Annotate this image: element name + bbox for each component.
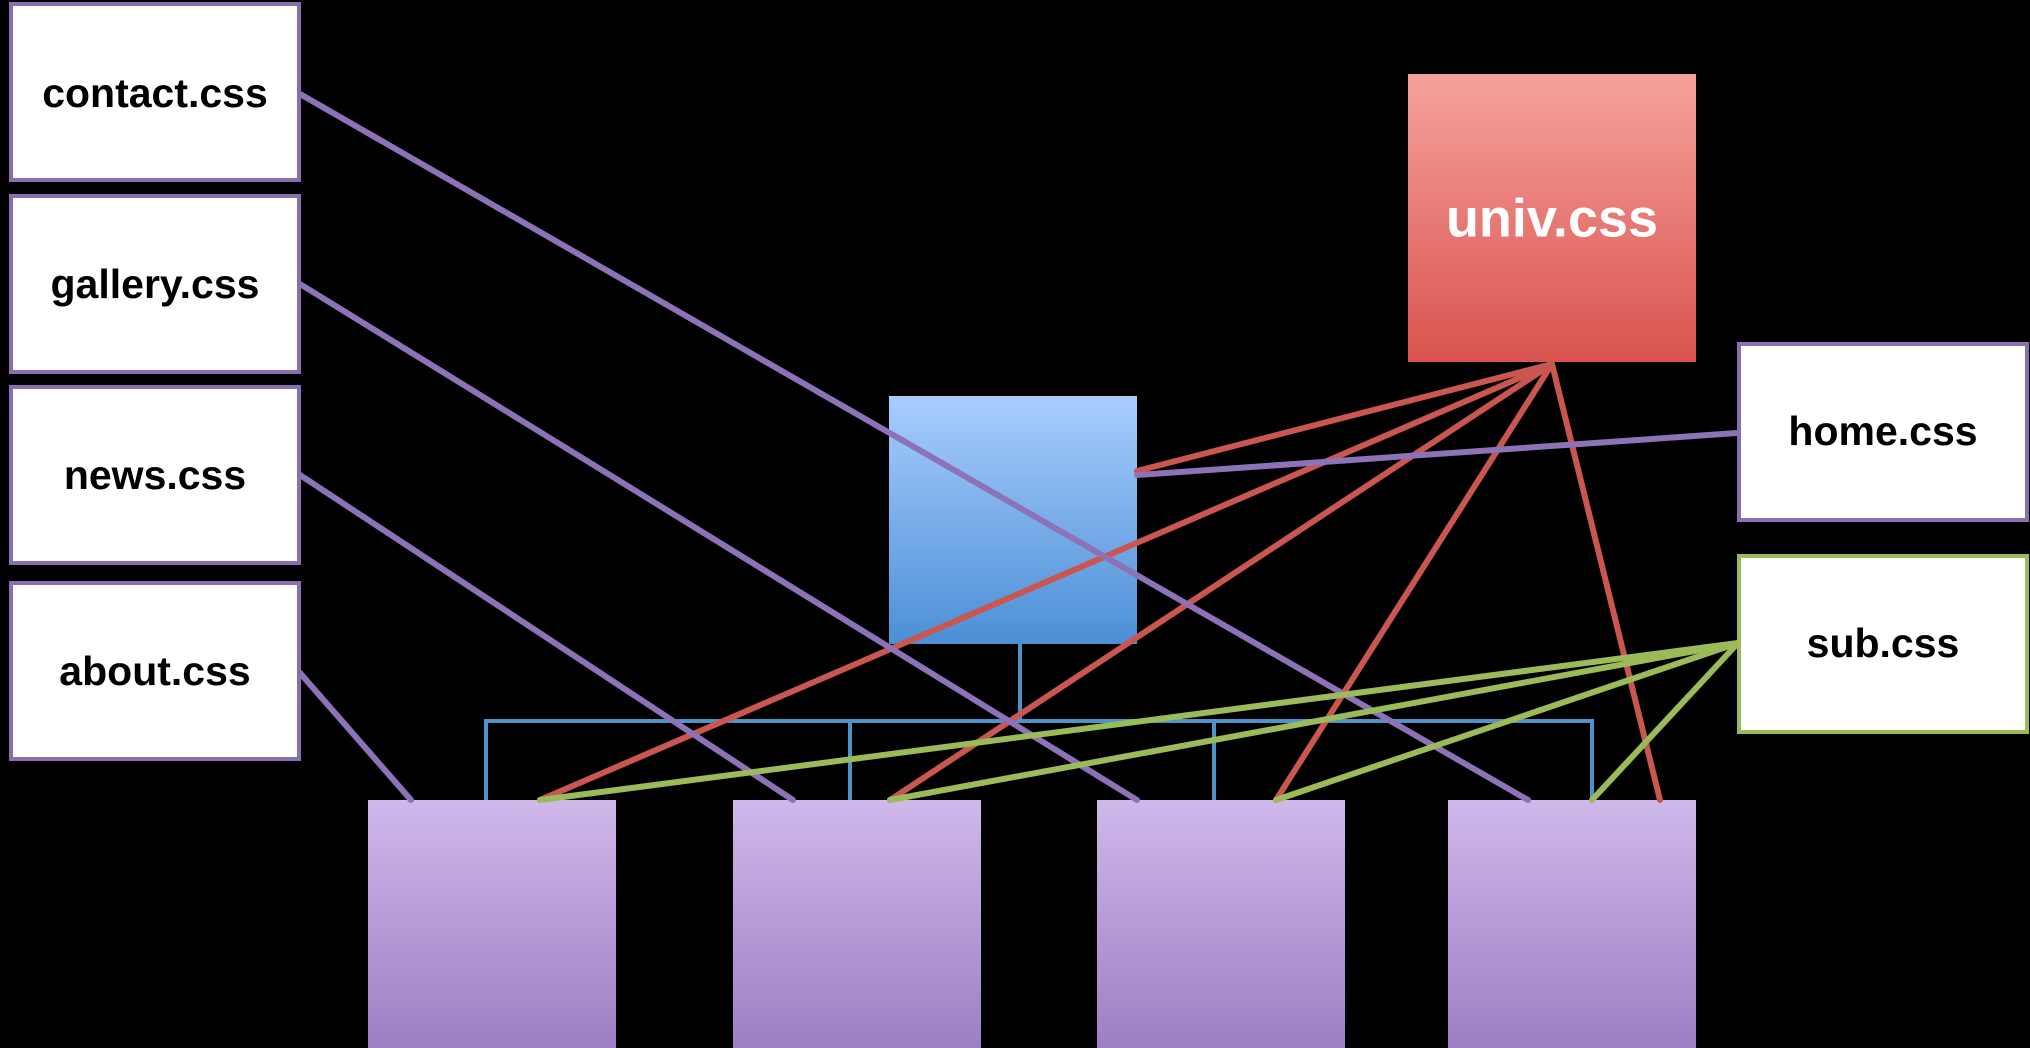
news-css-box	[9, 385, 301, 565]
gallery-css-label: gallery.css	[51, 261, 260, 307]
sub-css-links	[537, 640, 1741, 803]
univ-css-links	[537, 361, 1663, 803]
sub-css-box	[1737, 554, 2029, 734]
site-tree-connectors	[484, 644, 1594, 800]
gallery-css-box	[9, 194, 301, 374]
about-css-box	[9, 581, 301, 761]
home-css-label: home.css	[1788, 408, 1977, 454]
home-css-box	[1737, 342, 2029, 522]
sub-css-label: sub.css	[1807, 620, 1960, 666]
univ-css-label: univ.css	[1446, 188, 1658, 248]
home-page-node	[889, 396, 1137, 644]
child-page-node-3	[1097, 800, 1345, 1048]
page-css-links	[297, 91, 1740, 803]
child-page-node-1	[368, 800, 616, 1048]
about-css-label: about.css	[59, 648, 250, 694]
news-css-label: news.css	[64, 452, 246, 498]
child-page-node-2	[733, 800, 981, 1048]
univ-css-box	[1408, 74, 1696, 362]
contact-css-label: contact.css	[42, 70, 268, 116]
contact-css-box	[9, 2, 301, 182]
child-page-node-4	[1448, 800, 1696, 1048]
